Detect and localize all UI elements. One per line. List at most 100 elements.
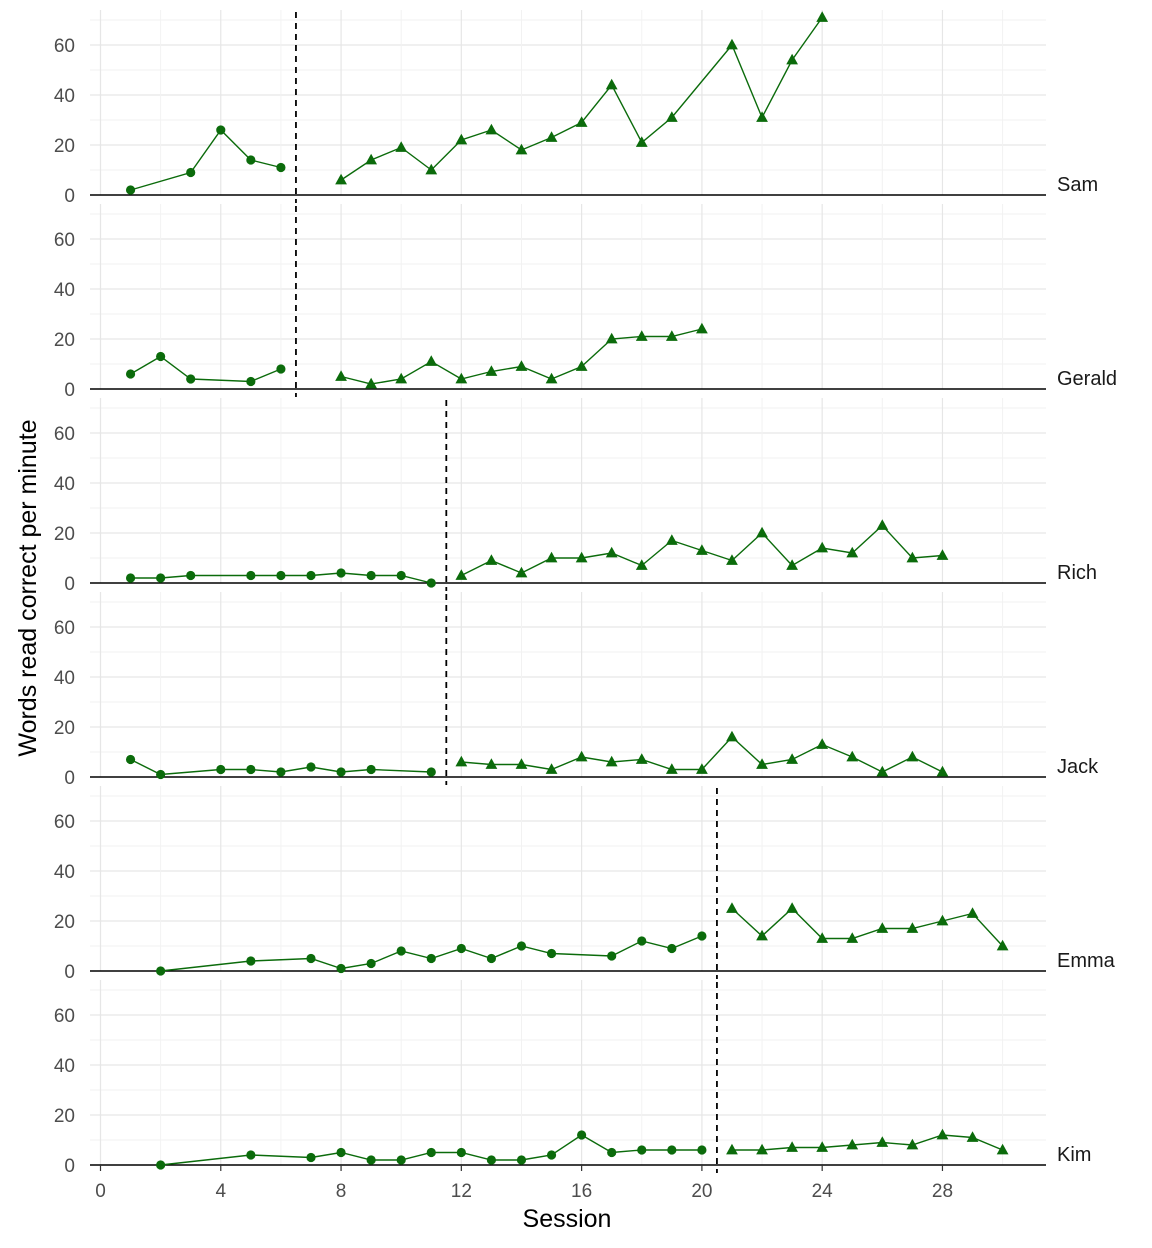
baseline-point — [246, 956, 256, 966]
baseline-point — [697, 931, 707, 941]
baseline-point — [366, 570, 376, 581]
y-tick-label: 60 — [54, 1006, 75, 1027]
intervention-point — [485, 365, 498, 376]
intervention-point — [876, 922, 889, 933]
intervention-point — [515, 143, 528, 155]
y-tick-label: 40 — [54, 280, 75, 301]
x-tick-label: 12 — [451, 1181, 472, 1202]
y-tick-label: 0 — [64, 768, 75, 789]
baseline-point — [276, 570, 286, 581]
intervention-point — [816, 738, 829, 749]
baseline-line — [130, 355, 282, 383]
panel-label: Jack — [1057, 756, 1099, 778]
baseline-point — [637, 936, 647, 946]
y-tick-label: 40 — [54, 668, 75, 689]
baseline-point — [156, 573, 166, 583]
x-tick-label: 24 — [812, 1181, 834, 1202]
y-tick-label: 0 — [64, 1156, 75, 1177]
baseline-point — [125, 369, 136, 379]
y-tick-label: 40 — [54, 86, 75, 107]
baseline-point — [667, 1145, 677, 1155]
panel-label: Kim — [1057, 1144, 1091, 1166]
baseline-point — [246, 1150, 256, 1160]
x-tick-label: 20 — [691, 1181, 712, 1202]
baseline-point — [426, 953, 436, 964]
panel-label: Emma — [1057, 950, 1116, 972]
intervention-point — [966, 907, 979, 918]
intervention-point — [906, 922, 919, 933]
y-tick-label: 20 — [54, 718, 75, 739]
intervention-point — [605, 546, 618, 558]
baseline-point — [637, 1145, 647, 1155]
panel-label: Gerald — [1057, 368, 1117, 390]
intervention-point — [936, 914, 949, 926]
baseline-point — [156, 769, 166, 780]
baseline-point — [456, 1147, 466, 1158]
intervention-point — [425, 355, 438, 366]
baseline-point — [246, 764, 256, 775]
intervention-point — [455, 569, 468, 580]
intervention-point — [485, 758, 498, 769]
baseline-point — [216, 764, 226, 775]
intervention-point — [605, 332, 618, 344]
baseline-point — [156, 1160, 166, 1170]
y-tick-label: 60 — [54, 36, 75, 57]
baseline-point — [246, 376, 256, 387]
baseline-point — [186, 167, 196, 178]
baseline-point — [426, 578, 436, 588]
panel-sam: 0 20 40 60 Sam — [54, 10, 1098, 207]
baseline-point — [306, 762, 316, 772]
baseline-point — [246, 570, 256, 581]
intervention-point — [816, 932, 829, 943]
intervention-point — [395, 372, 408, 384]
y-axis-title: Words read correct per minute — [14, 419, 42, 756]
baseline-point — [306, 953, 316, 964]
intervention-point — [726, 1143, 738, 1155]
intervention-point — [786, 53, 798, 65]
baseline-line — [160, 1134, 702, 1166]
x-tick-label: 4 — [215, 1181, 226, 1202]
y-tick-label: 20 — [54, 912, 75, 933]
panel-label: Sam — [1057, 174, 1098, 196]
baseline-line — [130, 128, 282, 191]
baseline-point — [456, 943, 466, 954]
y-tick-label: 60 — [54, 424, 75, 445]
intervention-point — [335, 173, 347, 185]
baseline-point — [546, 1150, 557, 1160]
baseline-point — [366, 764, 376, 775]
y-tick-label: 20 — [54, 1106, 75, 1127]
intervention-point — [726, 730, 738, 742]
intervention-point — [876, 1136, 889, 1147]
intervention-point — [605, 78, 618, 90]
baseline-point — [396, 570, 406, 581]
baseline-point — [306, 1152, 316, 1163]
intervention-point — [816, 541, 829, 553]
baseline-point — [336, 568, 346, 578]
intervention-line — [340, 17, 823, 181]
intervention-point — [665, 330, 678, 341]
intervention-point — [846, 546, 859, 558]
intervention-point — [786, 753, 798, 764]
intervention-point — [365, 377, 378, 389]
x-axis: 0 4 8 12 16 20 24 28 — [95, 1165, 953, 1202]
intervention-point — [575, 360, 588, 371]
intervention-point — [635, 136, 648, 147]
baseline-point — [336, 767, 346, 777]
intervention-point — [786, 559, 798, 570]
intervention-point — [876, 519, 889, 530]
baseline-point — [396, 1155, 406, 1165]
baseline-line — [160, 935, 703, 972]
intervention-point — [545, 131, 558, 142]
intervention-point — [455, 133, 468, 145]
intervention-point — [756, 758, 768, 769]
intervention-point — [936, 549, 949, 560]
y-tick-label: 20 — [54, 524, 75, 545]
baseline-point — [577, 1130, 587, 1140]
baseline-point — [667, 943, 677, 954]
intervention-point — [696, 544, 708, 555]
baseline-point — [426, 1147, 436, 1158]
baseline-point — [216, 125, 226, 135]
intervention-point — [966, 1131, 979, 1142]
intervention-point — [515, 758, 528, 769]
